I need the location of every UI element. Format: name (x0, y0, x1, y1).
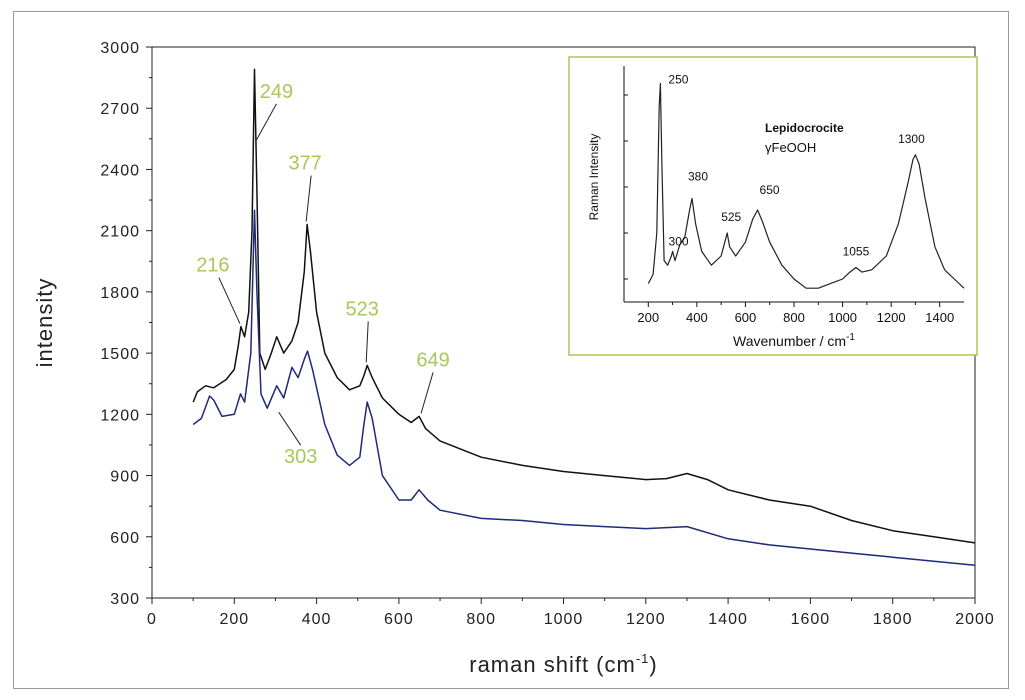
x-tick-label: 800 (466, 611, 496, 628)
x-tick-label: 1800 (873, 611, 913, 628)
x-tick-label: 200 (219, 611, 249, 628)
inset-peak-label-1300: 1300 (898, 132, 925, 146)
inset-series (647, 82, 965, 289)
annotation-leader-523 (365, 321, 369, 363)
inset-border (568, 56, 978, 356)
y-tick-label: 2100 (100, 224, 140, 241)
inset-x-axis-title: Wavenumber / cm-1 (733, 332, 855, 349)
inset-peak-label-650: 650 (760, 183, 780, 197)
inset-peak-label-250: 250 (668, 73, 688, 87)
x-tick-label: 2000 (955, 611, 995, 628)
inset-peak-label-1055: 1055 (843, 245, 870, 259)
inset-x-tick-label: 1000 (828, 310, 857, 325)
y-tick-label: 300 (110, 591, 140, 608)
inset-title: Lepidocrocite (765, 121, 844, 135)
y-tick-label: 900 (110, 469, 140, 486)
inset-annotations: 250 300 380 525 650 1055 1300 (668, 73, 925, 259)
x-tick-label: 0 (147, 611, 157, 628)
peak-label-649: 649 (416, 349, 449, 371)
inset-x-tick-label: 400 (686, 310, 708, 325)
peak-label-303: 303 (284, 446, 317, 468)
inset-ticks: 200 400 600 800 1000 1200 1400 (624, 94, 954, 325)
inset-x-tick-label: 1400 (925, 310, 954, 325)
inset-subtitle: γFeOOH (765, 140, 816, 155)
spectrum-line-2 (192, 209, 976, 567)
x-axis-title: raman shift (cm-1) (469, 651, 657, 677)
x-tick-label: 1400 (708, 611, 748, 628)
inset-x-tick-label: 200 (637, 310, 659, 325)
inset-x-tick-label: 1200 (877, 310, 906, 325)
x-tick-label: 1200 (626, 611, 666, 628)
x-tick-label: 400 (302, 611, 332, 628)
x-tick-label: 1000 (544, 611, 584, 628)
y-tick-label: 2700 (100, 101, 140, 118)
spectrum-line-1 (192, 68, 976, 544)
y-tick-label: 1500 (100, 346, 140, 363)
x-tick-label: 1600 (791, 611, 831, 628)
annotation-leader-303 (278, 411, 302, 446)
annotation-leader-249 (256, 103, 277, 141)
inset-peak-label-300: 300 (669, 234, 689, 248)
y-tick-label: 2400 (100, 162, 140, 179)
inset-peak-label-525: 525 (721, 210, 741, 224)
inset-x-tick-label: 600 (735, 310, 757, 325)
peak-label-377: 377 (288, 153, 321, 175)
main-ticks: 0 200 400 600 800 1000 1200 1400 1600 1800 2000 300… (100, 40, 995, 628)
peak-label-523: 523 (346, 298, 379, 320)
y-tick-label: 3000 (100, 40, 140, 57)
y-tick-label: 1800 (100, 285, 140, 302)
annotation-leader-216 (218, 277, 241, 324)
inset-peak-label-380: 380 (688, 170, 708, 184)
peak-label-249: 249 (260, 81, 293, 103)
annotation-leader-377 (305, 175, 312, 222)
inset-lepidocrocite-plot: 200 400 600 800 1000 1200 1400 250 300 380 525 650… (568, 56, 978, 356)
y-tick-label: 600 (110, 530, 140, 547)
y-axis-title: intensity (32, 278, 57, 368)
inset-x-tick-label: 800 (783, 310, 805, 325)
main-series (192, 68, 976, 567)
x-tick-label: 600 (384, 611, 414, 628)
inset-y-axis-title: Raman Intensity (587, 134, 601, 221)
inset-spectrum-line (647, 82, 965, 289)
peak-label-216: 216 (196, 255, 229, 277)
main-annotations: 216 249 377 523 649 303 (196, 81, 450, 468)
main-plot: 0 200 400 600 800 1000 1200 1400 1600 1800 2000 300… (32, 40, 995, 677)
annotation-leader-649 (420, 372, 434, 414)
y-tick-label: 1200 (100, 407, 140, 424)
